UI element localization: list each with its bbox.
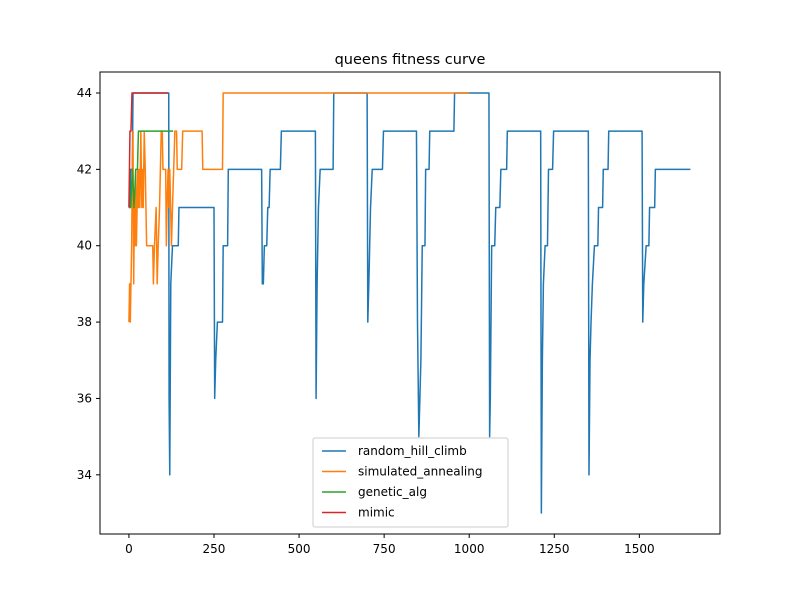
series-line-random-hill-climb [128, 92, 691, 514]
y-tick-label: 40 [77, 239, 92, 253]
x-tick-label: 1000 [454, 542, 485, 556]
axes-frame [99, 71, 721, 535]
x-tick-label: 0 [125, 542, 133, 556]
chart-title: queens fitness curve [335, 52, 486, 68]
plot-lines [128, 92, 691, 514]
y-axis: 34 36 38 40 42 44 [77, 86, 100, 482]
y-tick-label: 44 [77, 86, 92, 100]
y-tick-label: 38 [77, 315, 92, 329]
x-tick-label: 1500 [624, 542, 655, 556]
legend-label-random-hill-climb: random_hill_climb [358, 444, 467, 458]
y-tick-label: 36 [77, 391, 92, 405]
y-tick-label: 34 [77, 468, 92, 482]
x-tick-label: 500 [288, 542, 311, 556]
legend-label-genetic-alg: genetic_alg [358, 485, 427, 499]
series-line-mimic [128, 92, 169, 208]
legend-box [312, 437, 509, 528]
series-line-simulated-annealing [128, 92, 470, 323]
legend-label-simulated-annealing: simulated_annealing [358, 465, 482, 479]
x-axis: 0 250 500 750 1000 1250 1500 [125, 534, 655, 556]
x-tick-label: 750 [373, 542, 396, 556]
y-tick-label: 42 [77, 162, 92, 176]
legend-label-mimic: mimic [358, 506, 395, 520]
series-line-genetic-alg [128, 130, 174, 209]
legend: random_hill_climb simulated_annealinggene… [312, 437, 509, 528]
x-tick-label: 250 [203, 542, 226, 556]
x-tick-label: 1250 [539, 542, 570, 556]
